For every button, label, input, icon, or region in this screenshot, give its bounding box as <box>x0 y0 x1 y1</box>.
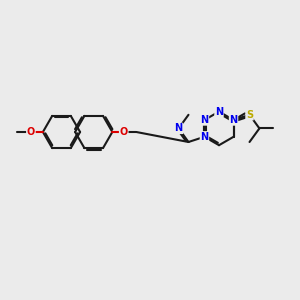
Text: N: N <box>230 115 238 125</box>
Text: O: O <box>27 127 35 137</box>
Text: N: N <box>175 123 183 134</box>
Text: N: N <box>200 132 208 142</box>
Text: N: N <box>200 115 208 125</box>
Text: S: S <box>246 110 253 120</box>
Text: O: O <box>120 127 128 137</box>
Text: N: N <box>215 106 223 117</box>
